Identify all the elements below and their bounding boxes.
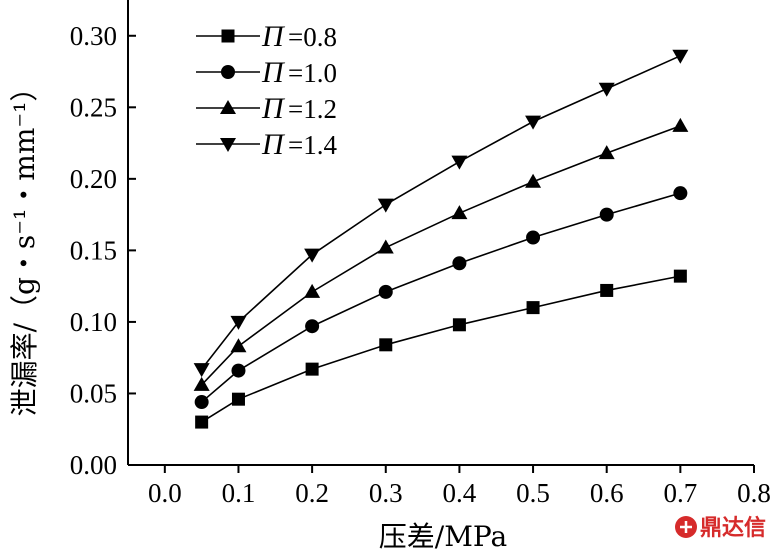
- series-1: [194, 186, 688, 410]
- data-point: [193, 376, 210, 391]
- data-point: [525, 173, 542, 188]
- watermark-logo-mark: [680, 521, 692, 533]
- data-point: [304, 283, 321, 298]
- x-tick-label: 0.4: [443, 478, 477, 508]
- x-tick-label: 0.5: [516, 478, 550, 508]
- data-point: [598, 145, 615, 160]
- data-point: [305, 319, 320, 334]
- data-point: [451, 205, 468, 220]
- series-line: [201, 125, 681, 386]
- legend-item-1: Π =1.0: [196, 56, 337, 89]
- legend: Π =0.8Π =1.0Π =1.2Π =1.4: [196, 20, 337, 161]
- data-point: [231, 392, 245, 406]
- x-tick-label: 0.3: [369, 478, 403, 508]
- data-point: [598, 82, 615, 97]
- data-point: [599, 207, 614, 222]
- x-tick-label: 0.8: [737, 478, 771, 508]
- data-point: [672, 49, 689, 64]
- legend-value: =1.0: [288, 58, 337, 88]
- axes: 0.00 0.05 0.10 0.15 0.20 0.25 0.30 0.0 0.1 0.2 0.3…: [8, 0, 771, 550]
- watermark-text: 鼎达信: [700, 515, 766, 541]
- data-point: [194, 395, 209, 410]
- y-axis-title: 泄漏率/（g・s⁻¹・mm⁻¹）: [8, 74, 41, 417]
- y-tick-label: 0.20: [70, 164, 117, 194]
- legend-item-2: Π =1.2: [196, 92, 337, 125]
- legend-marker: [220, 138, 236, 152]
- data-point: [379, 338, 393, 352]
- legend-symbol: Π: [261, 92, 286, 125]
- data-point: [230, 315, 247, 330]
- data-point: [305, 362, 319, 376]
- x-tick-label: 0.0: [148, 478, 182, 508]
- data-point: [231, 363, 246, 378]
- data-point: [377, 198, 394, 213]
- data-point: [193, 363, 210, 378]
- y-tick-label: 0.15: [70, 235, 117, 265]
- legend-marker: [220, 100, 236, 114]
- data-point: [378, 284, 393, 299]
- legend-value: =1.4: [288, 130, 337, 160]
- data-point: [452, 318, 466, 332]
- data-point: [525, 115, 542, 130]
- series-line: [201, 192, 681, 403]
- series-3: [193, 49, 689, 378]
- data-point: [526, 230, 541, 245]
- series-2: [193, 117, 689, 391]
- y-tick-label: 0.00: [70, 450, 117, 480]
- watermark: 鼎达信: [675, 515, 766, 541]
- legend-symbol: Π: [261, 20, 286, 53]
- data-point: [304, 248, 321, 263]
- y-tick-label: 0.10: [70, 307, 117, 337]
- x-tick-label: 0.6: [590, 478, 624, 508]
- y-tick-label: 0.30: [70, 21, 117, 51]
- series-line: [201, 55, 681, 370]
- legend-symbol: Π: [261, 56, 286, 89]
- data-point: [195, 415, 209, 429]
- x-tick-label: 0.1: [222, 478, 256, 508]
- x-tick-label: 0.7: [663, 478, 697, 508]
- series-0: [195, 269, 687, 429]
- legend-marker: [221, 29, 235, 43]
- data-point: [452, 256, 467, 271]
- series-layer: [193, 49, 689, 429]
- legend-item-3: Π =1.4: [196, 128, 337, 161]
- data-point: [672, 117, 689, 132]
- data-point: [451, 155, 468, 170]
- data-point: [673, 269, 687, 283]
- data-point: [600, 283, 614, 297]
- x-tick-label: 0.2: [295, 478, 329, 508]
- y-tick-label: 0.05: [70, 378, 117, 408]
- legend-marker: [221, 65, 235, 79]
- data-point: [526, 301, 540, 315]
- legend-value: =0.8: [288, 22, 337, 52]
- data-point: [377, 239, 394, 254]
- data-point: [230, 338, 247, 353]
- legend-value: =1.2: [288, 94, 337, 124]
- legend-symbol: Π: [261, 128, 286, 161]
- data-point: [673, 186, 688, 201]
- y-tick-label: 0.25: [70, 92, 117, 122]
- legend-item-0: Π =0.8: [196, 20, 337, 53]
- x-axis-title: 压差/MPa: [379, 520, 507, 550]
- series-line: [201, 275, 681, 423]
